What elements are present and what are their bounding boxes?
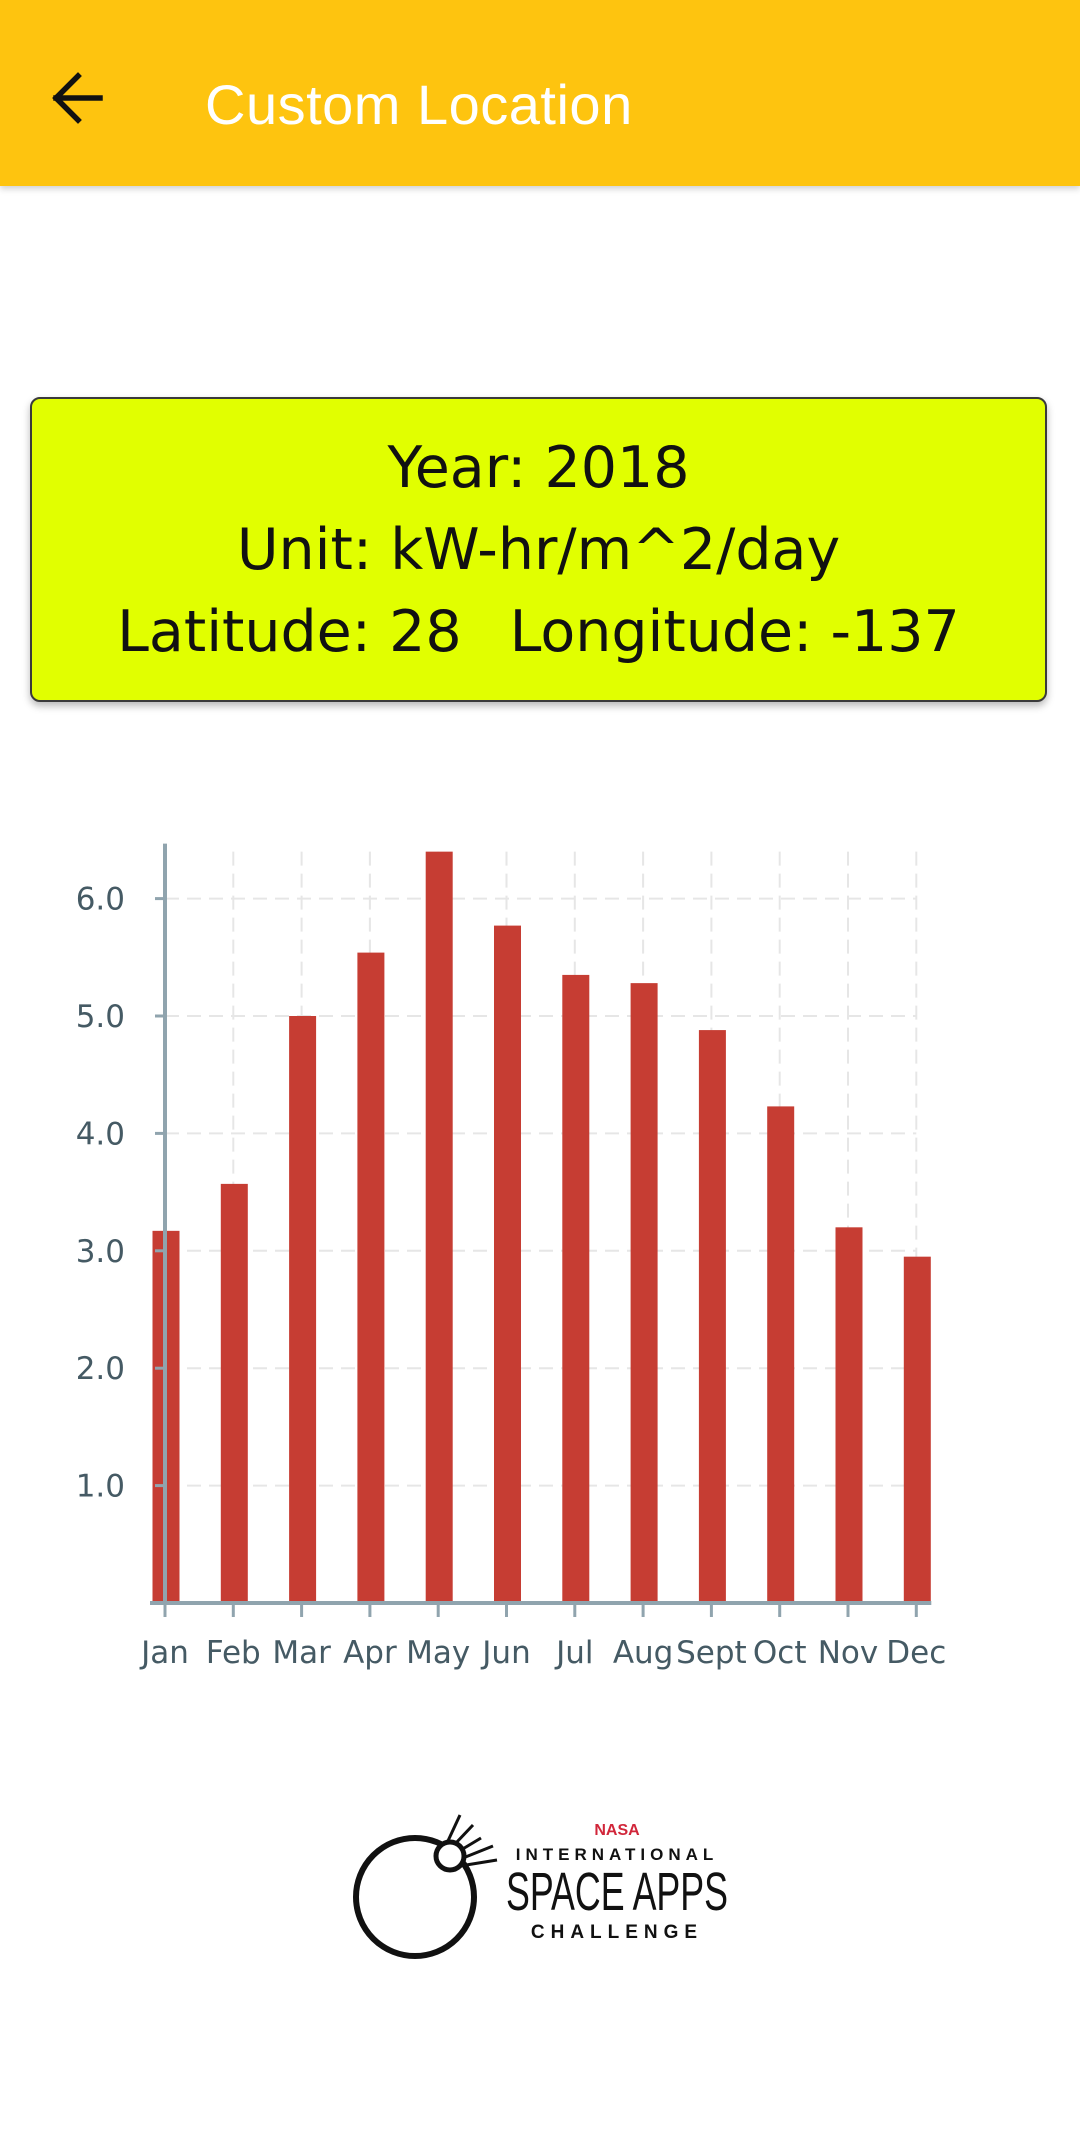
monthly-bar-chart: 1.0 2.0 3.0 4.0 5.0 6.0 Jan Feb Mar Apr May Jun Jul A…: [76, 843, 947, 1671]
x-tick-label: Jul: [554, 1635, 593, 1671]
bar-feb: [220, 1183, 248, 1603]
x-tick-label: Nov: [818, 1635, 879, 1671]
x-tick-label: Mar: [272, 1635, 331, 1671]
latitude-value: 28: [389, 598, 462, 665]
bar-mar: [289, 1016, 317, 1603]
chart-axes: [150, 843, 932, 1617]
x-tick-label: Feb: [206, 1635, 261, 1671]
bar-jul: [562, 974, 590, 1603]
x-tick-label: Oct: [753, 1635, 807, 1671]
logo-org: NASA: [594, 1822, 640, 1839]
logo-line2: SPACE APPS: [506, 1862, 728, 1922]
space-apps-logo-icon: NASA INTERNATIONAL SPACE APPS CHALLENGE: [353, 1814, 728, 1959]
unit-label: Unit:: [236, 516, 373, 583]
x-tick-label: Dec: [886, 1635, 946, 1671]
y-tick-label: 3.0: [76, 1234, 125, 1270]
bar-aug: [630, 983, 658, 1603]
page-title: Custom Location: [205, 73, 633, 136]
app-bar: Custom Location: [0, 0, 1080, 186]
location-info-card: Year: 2018 Unit: kW-hr/m^2/day Latitude:…: [30, 397, 1047, 702]
chart-bars: [152, 851, 931, 1603]
bar-nov: [835, 1227, 863, 1603]
chart-labels: 1.0 2.0 3.0 4.0 5.0 6.0 Jan Feb Mar Apr May Jun Jul A…: [76, 882, 947, 1671]
longitude-label: Longitude:: [509, 598, 813, 665]
year-value: 2018: [544, 434, 690, 501]
bar-apr: [357, 952, 385, 1603]
bar-oct: [767, 1106, 795, 1603]
year-label: Year:: [387, 434, 527, 501]
coordinates-row: Latitude: 28 Longitude: -137: [117, 591, 960, 673]
y-tick-label: 2.0: [76, 1351, 125, 1387]
year-row: Year: 2018: [387, 427, 689, 509]
y-tick-label: 4.0: [76, 1116, 125, 1152]
x-tick-label: Jan: [139, 1635, 189, 1671]
bar-may: [425, 851, 453, 1603]
y-tick-label: 5.0: [76, 999, 125, 1035]
y-tick-label: 6.0: [76, 882, 125, 918]
x-tick-label: Apr: [343, 1635, 397, 1671]
latitude-label: Latitude:: [117, 598, 371, 665]
x-tick-label: Jun: [480, 1635, 530, 1671]
logo-line3: CHALLENGE: [531, 1922, 703, 1943]
arrow-left-icon: [52, 72, 103, 124]
unit-row: Unit: kW-hr/m^2/day: [237, 509, 840, 591]
x-tick-label: Aug: [613, 1635, 674, 1671]
x-tick-label: May: [406, 1635, 470, 1671]
bar-dec: [903, 1256, 931, 1603]
bar-jun: [494, 925, 521, 1603]
bar-sept: [698, 1030, 726, 1603]
x-tick-label: Sept: [676, 1635, 747, 1671]
y-tick-label: 1.0: [76, 1469, 125, 1505]
unit-value: kW-hr/m^2/day: [390, 516, 841, 583]
chart-grid: [165, 851, 918, 1603]
back-button[interactable]: [38, 58, 118, 138]
space-apps-logo: NASA INTERNATIONAL SPACE APPS CHALLENGE: [345, 1800, 745, 1995]
logo-line1: INTERNATIONAL: [516, 1845, 719, 1864]
longitude-value: -137: [830, 598, 960, 665]
